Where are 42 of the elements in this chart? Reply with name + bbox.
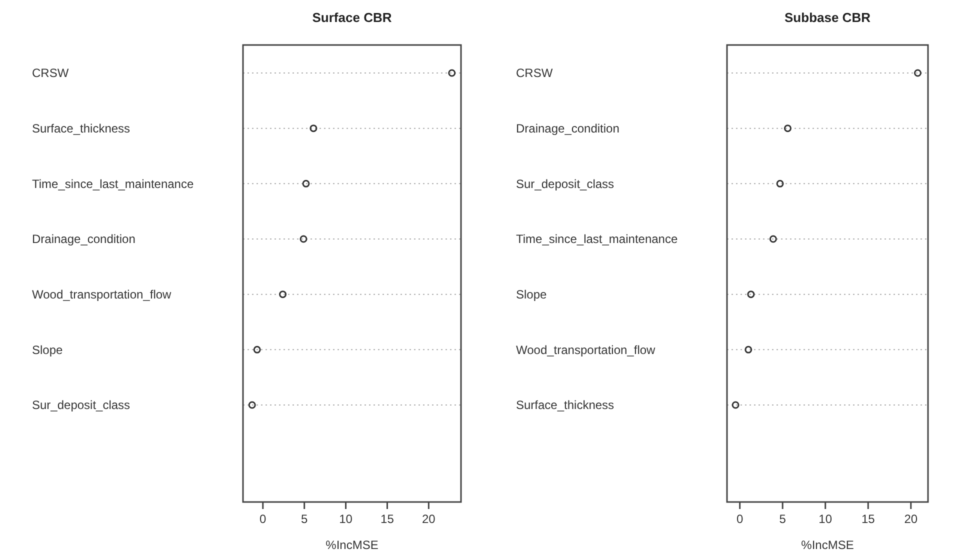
point: [310, 124, 318, 132]
x-axis-title: %IncMSE: [326, 538, 378, 552]
point: [279, 290, 287, 298]
y-tick-label: Sur_deposit_class: [32, 398, 130, 412]
x-tick-label: 10: [339, 512, 353, 526]
point: [448, 69, 456, 77]
x-tick-label: 0: [736, 512, 744, 526]
x-tick-label: 20: [904, 512, 918, 526]
point: [747, 290, 755, 298]
point: [769, 235, 777, 243]
x-axis-title: %IncMSE: [801, 538, 854, 552]
chart-title: Surface CBR: [312, 10, 392, 25]
y-tick-label: Time_since_last_maintenance: [32, 176, 194, 191]
x-tick-label: 5: [300, 512, 308, 526]
point: [784, 124, 792, 132]
y-tick-label: Slope: [516, 288, 548, 302]
y-tick-label: Drainage_condition: [32, 232, 136, 246]
point: [253, 346, 261, 354]
y-tick-label: Surface_thickness: [32, 122, 130, 136]
y-tick-label: Wood_transportation_flow: [32, 288, 172, 302]
y-tick-label: Wood_transportation_flow: [516, 342, 656, 357]
point: [776, 180, 784, 188]
x-tick-label: 15: [861, 512, 876, 526]
y-tick-label: Sur_deposit_class: [516, 176, 614, 191]
point: [302, 180, 310, 188]
x-tick-label: 0: [260, 512, 267, 526]
x-tick-label: 5: [779, 512, 786, 526]
y-tick-label: CRSW: [32, 66, 70, 80]
point: [744, 346, 752, 354]
y-tick-label: Slope: [32, 342, 64, 357]
y-tick-label: Surface_thickness: [516, 398, 614, 412]
point: [248, 401, 256, 409]
point: [732, 401, 740, 409]
x-tick-label: 10: [818, 512, 832, 526]
point: [300, 235, 308, 243]
chart-title: Subbase CBR: [784, 10, 872, 25]
point: [914, 69, 922, 77]
x-tick-label: 20: [422, 512, 436, 526]
x-tick-label: 15: [380, 512, 394, 526]
y-tick-label: Time_since_last_maintenance: [516, 232, 678, 246]
y-tick-label: CRSW: [516, 66, 554, 80]
y-tick-label: Drainage_condition: [516, 122, 620, 136]
